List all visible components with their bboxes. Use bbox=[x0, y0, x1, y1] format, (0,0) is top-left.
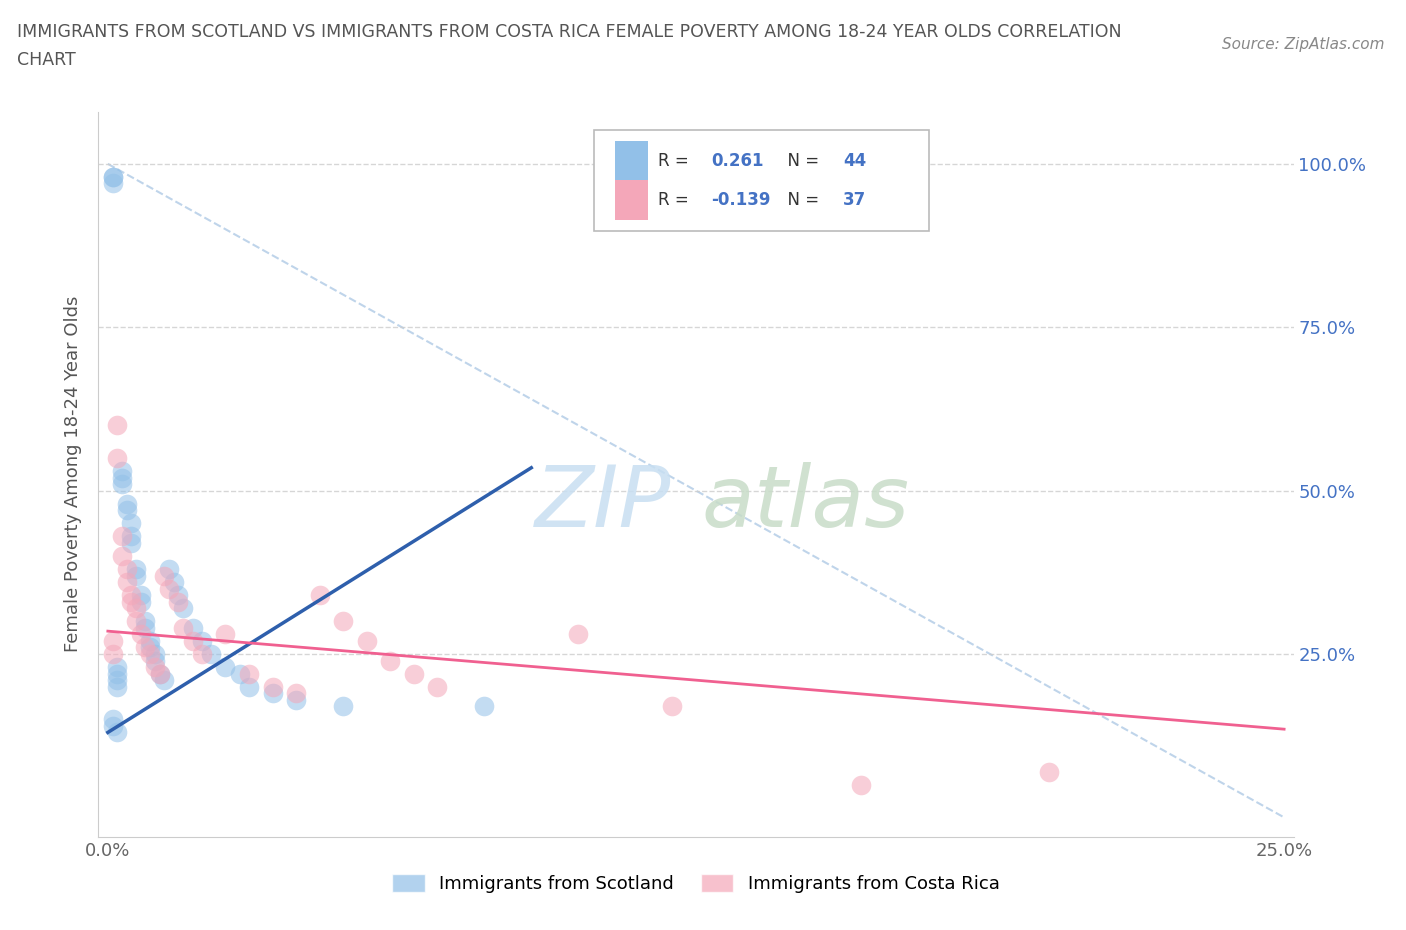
Point bbox=[149, 666, 172, 681]
Text: -0.139: -0.139 bbox=[711, 191, 770, 209]
Text: CHART: CHART bbox=[17, 51, 76, 69]
Point bbox=[163, 575, 186, 590]
FancyBboxPatch shape bbox=[595, 130, 929, 232]
Point bbox=[139, 646, 162, 661]
Point bbox=[125, 562, 148, 577]
Point bbox=[153, 672, 176, 687]
Point bbox=[402, 666, 425, 681]
Point bbox=[378, 653, 401, 668]
Point bbox=[125, 614, 148, 629]
Point bbox=[426, 679, 449, 694]
Point bbox=[143, 653, 166, 668]
Point bbox=[105, 666, 128, 681]
Point bbox=[115, 562, 138, 577]
Point bbox=[472, 698, 495, 713]
Point bbox=[1038, 764, 1060, 779]
Point bbox=[105, 679, 128, 694]
Point bbox=[105, 725, 128, 740]
Text: R =: R = bbox=[658, 191, 693, 209]
Point bbox=[120, 588, 142, 603]
Point bbox=[285, 685, 308, 700]
Point bbox=[105, 450, 128, 465]
Point bbox=[356, 633, 378, 648]
Point bbox=[567, 627, 589, 642]
Text: R =: R = bbox=[658, 152, 693, 170]
Point bbox=[228, 666, 250, 681]
Point bbox=[111, 463, 134, 478]
Point bbox=[661, 698, 683, 713]
Point bbox=[153, 568, 176, 583]
Point bbox=[238, 666, 260, 681]
Point bbox=[125, 601, 148, 616]
Point bbox=[129, 627, 152, 642]
Point bbox=[129, 594, 152, 609]
Point bbox=[111, 549, 134, 564]
Text: 37: 37 bbox=[844, 191, 866, 209]
Point bbox=[181, 633, 204, 648]
Point bbox=[191, 646, 214, 661]
Point bbox=[214, 659, 236, 674]
Point bbox=[101, 712, 124, 727]
Point bbox=[149, 666, 172, 681]
Point bbox=[105, 659, 128, 674]
Point bbox=[167, 588, 190, 603]
Legend: Immigrants from Scotland, Immigrants from Costa Rica: Immigrants from Scotland, Immigrants fro… bbox=[385, 867, 1007, 900]
Text: N =: N = bbox=[778, 152, 824, 170]
Point bbox=[181, 620, 204, 635]
Point bbox=[134, 614, 156, 629]
Point bbox=[332, 698, 354, 713]
Point bbox=[129, 588, 152, 603]
Text: IMMIGRANTS FROM SCOTLAND VS IMMIGRANTS FROM COSTA RICA FEMALE POVERTY AMONG 18-2: IMMIGRANTS FROM SCOTLAND VS IMMIGRANTS F… bbox=[17, 23, 1122, 41]
Bar bbox=[614, 141, 648, 180]
Point bbox=[120, 529, 142, 544]
Text: ZIP: ZIP bbox=[534, 462, 671, 545]
Point bbox=[120, 516, 142, 531]
Point bbox=[191, 633, 214, 648]
Point bbox=[134, 620, 156, 635]
Y-axis label: Female Poverty Among 18-24 Year Olds: Female Poverty Among 18-24 Year Olds bbox=[65, 296, 83, 653]
Point bbox=[111, 477, 134, 492]
Point bbox=[101, 169, 124, 184]
Point bbox=[172, 620, 194, 635]
Point bbox=[101, 633, 124, 648]
Point bbox=[101, 719, 124, 734]
Point bbox=[285, 692, 308, 707]
Point bbox=[143, 659, 166, 674]
Text: N =: N = bbox=[778, 191, 824, 209]
Point bbox=[115, 497, 138, 512]
Point bbox=[111, 529, 134, 544]
Point bbox=[214, 627, 236, 642]
Point bbox=[111, 471, 134, 485]
Text: Source: ZipAtlas.com: Source: ZipAtlas.com bbox=[1222, 37, 1385, 52]
Point bbox=[143, 646, 166, 661]
Point bbox=[115, 503, 138, 518]
Point bbox=[101, 169, 124, 184]
Bar bbox=[614, 180, 648, 220]
Point bbox=[139, 640, 162, 655]
Point bbox=[101, 176, 124, 191]
Point bbox=[134, 640, 156, 655]
Point bbox=[262, 685, 284, 700]
Point bbox=[101, 646, 124, 661]
Point bbox=[849, 777, 872, 792]
Point bbox=[200, 646, 222, 661]
Point bbox=[167, 594, 190, 609]
Point bbox=[105, 672, 128, 687]
Text: atlas: atlas bbox=[702, 462, 910, 545]
Point bbox=[120, 536, 142, 551]
Point bbox=[125, 568, 148, 583]
Point bbox=[105, 418, 128, 432]
Point bbox=[115, 575, 138, 590]
Point bbox=[332, 614, 354, 629]
Point bbox=[238, 679, 260, 694]
Text: 44: 44 bbox=[844, 152, 866, 170]
Point bbox=[120, 594, 142, 609]
Point bbox=[139, 633, 162, 648]
Point bbox=[172, 601, 194, 616]
Point bbox=[262, 679, 284, 694]
Point bbox=[157, 562, 180, 577]
Point bbox=[157, 581, 180, 596]
Point bbox=[308, 588, 330, 603]
Text: 0.261: 0.261 bbox=[711, 152, 763, 170]
